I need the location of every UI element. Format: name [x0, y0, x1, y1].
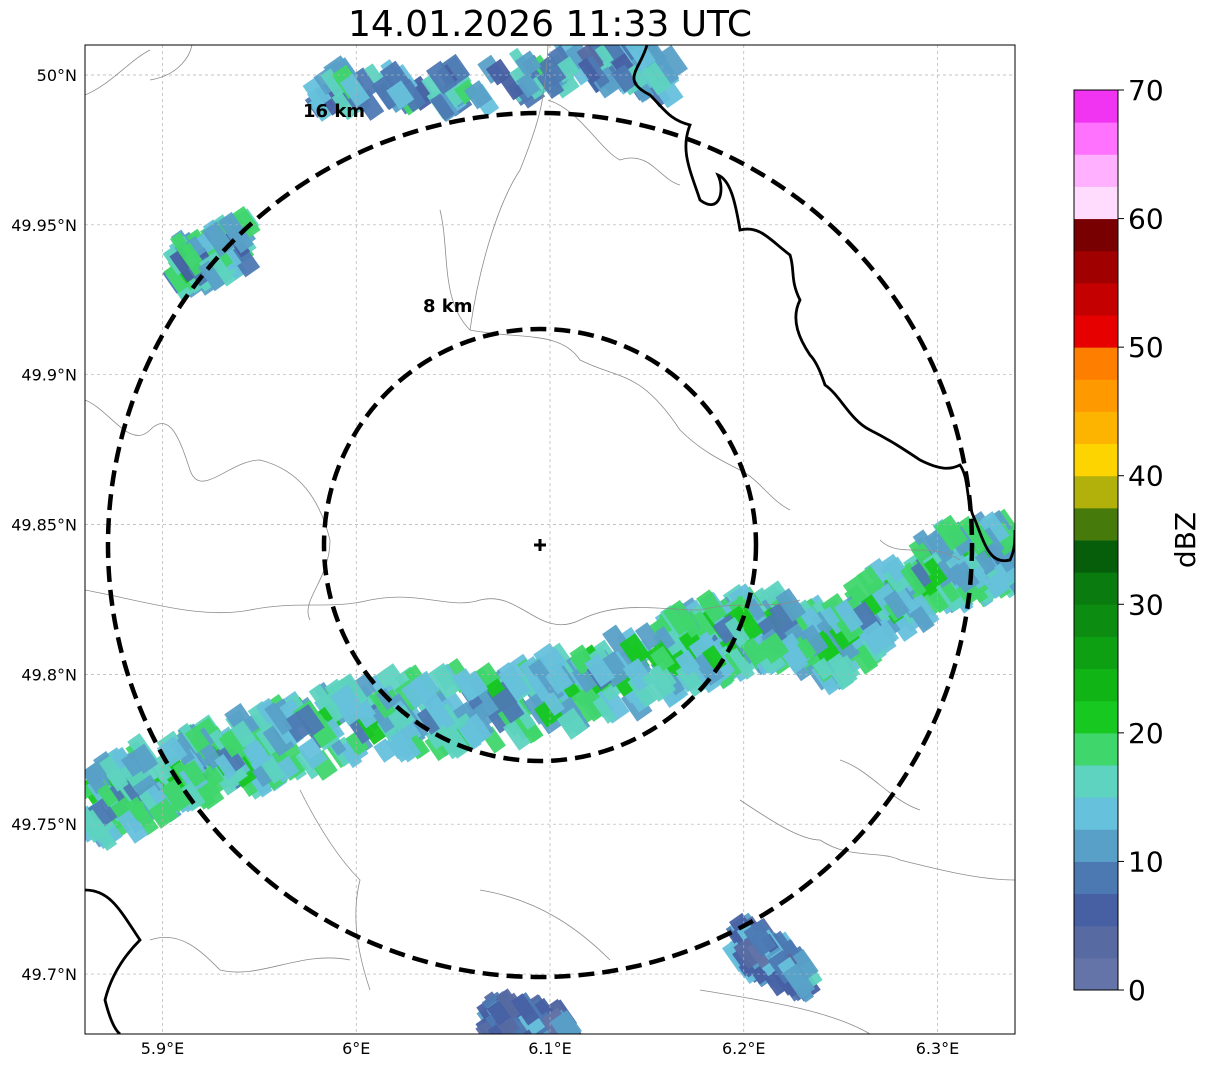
colorbar-tick-label: 30	[1128, 588, 1164, 621]
radar-center-marker	[534, 539, 546, 551]
national-border	[85, 45, 1015, 1034]
colorbar-swatch	[1074, 925, 1118, 959]
range-ring-label-16km: 16 km	[303, 101, 365, 122]
echo-main-band	[85, 508, 1015, 851]
lon-tick-label: 6.3°E	[916, 1039, 960, 1058]
colorbar-tick-label: 0	[1128, 974, 1146, 1007]
map-area	[85, 45, 1015, 1034]
colorbar-swatch	[1074, 636, 1118, 670]
lat-tick-label: 49.7°N	[21, 965, 77, 984]
colorbar-tick-label: 50	[1128, 331, 1164, 364]
lat-tick-label: 49.95°N	[11, 216, 77, 235]
colorbar-swatch	[1074, 379, 1118, 412]
colorbar-swatch	[1074, 700, 1118, 734]
map-title: 14.01.2026 11:33 UTC	[347, 4, 753, 45]
colorbar-swatch	[1074, 186, 1118, 220]
colorbar-swatch	[1074, 250, 1118, 284]
echo-south-cell-east	[722, 912, 823, 1003]
map-frame	[84, 44, 1016, 1035]
colorbar-swatch	[1074, 282, 1118, 316]
colorbar-swatch	[1074, 411, 1118, 445]
lat-tick-label: 49.85°N	[11, 516, 77, 535]
colorbar-label: dBZ	[1169, 512, 1202, 568]
colorbar-tick-label: 70	[1128, 74, 1164, 107]
lat-tick-label: 49.8°N	[21, 665, 77, 684]
range-rings	[105, 110, 975, 980]
colorbar-swatch	[1074, 475, 1118, 509]
colorbar-swatch	[1074, 732, 1118, 766]
colorbar-swatch	[1074, 347, 1118, 380]
longitude-tick-labels: 5.9°E 6°E 6.1°E 6.2°E 6.3°E	[141, 1039, 960, 1058]
colorbar-tick-label: 20	[1128, 717, 1164, 750]
colorbar-swatch	[1074, 90, 1118, 123]
radar-echoes	[85, 45, 1015, 1034]
lat-tick-label: 50°N	[37, 66, 77, 85]
colorbar-tick-label: 60	[1128, 203, 1164, 236]
colorbar-swatch	[1074, 315, 1118, 348]
colorbar-swatch	[1074, 604, 1118, 637]
colorbar-swatch	[1074, 507, 1118, 541]
colorbar-swatch	[1074, 797, 1118, 830]
colorbar-swatch	[1074, 861, 1118, 895]
lat-tick-label: 49.75°N	[11, 815, 77, 834]
lon-tick-label: 6.2°E	[722, 1039, 766, 1058]
colorbar-swatch	[1074, 957, 1118, 991]
lat-tick-label: 49.9°N	[21, 366, 77, 385]
admin-borders	[85, 45, 1015, 1034]
colorbar-swatch	[1074, 572, 1118, 605]
range-ring-label-8km: 8 km	[423, 296, 473, 317]
colorbar-swatch	[1074, 765, 1118, 798]
colorbar-tick-label: 40	[1128, 460, 1164, 493]
echo-top-cells	[302, 45, 688, 123]
colorbar-swatch	[1074, 122, 1118, 155]
colorbar-swatch	[1074, 443, 1118, 477]
colorbar: 0 10 20 30 40 50 60 70 dBZ	[1073, 74, 1202, 1007]
range-ring-16km	[105, 110, 975, 980]
lon-tick-label: 6°E	[342, 1039, 370, 1058]
lon-tick-label: 6.1°E	[528, 1039, 572, 1058]
lon-tick-label: 5.9°E	[141, 1039, 185, 1058]
colorbar-swatch	[1074, 893, 1118, 927]
range-ring-8km	[321, 326, 759, 764]
colorbar-swatch	[1074, 829, 1118, 862]
colorbar-swatch	[1074, 218, 1118, 252]
colorbar-tick-label: 10	[1128, 845, 1164, 878]
colorbar-swatch	[1074, 540, 1118, 573]
colorbar-swatch	[1074, 668, 1118, 702]
colorbar-swatch	[1074, 154, 1118, 187]
latitude-tick-labels: 49.7°N 49.75°N 49.8°N 49.85°N 49.9°N 49.95°N 5…	[11, 66, 77, 984]
